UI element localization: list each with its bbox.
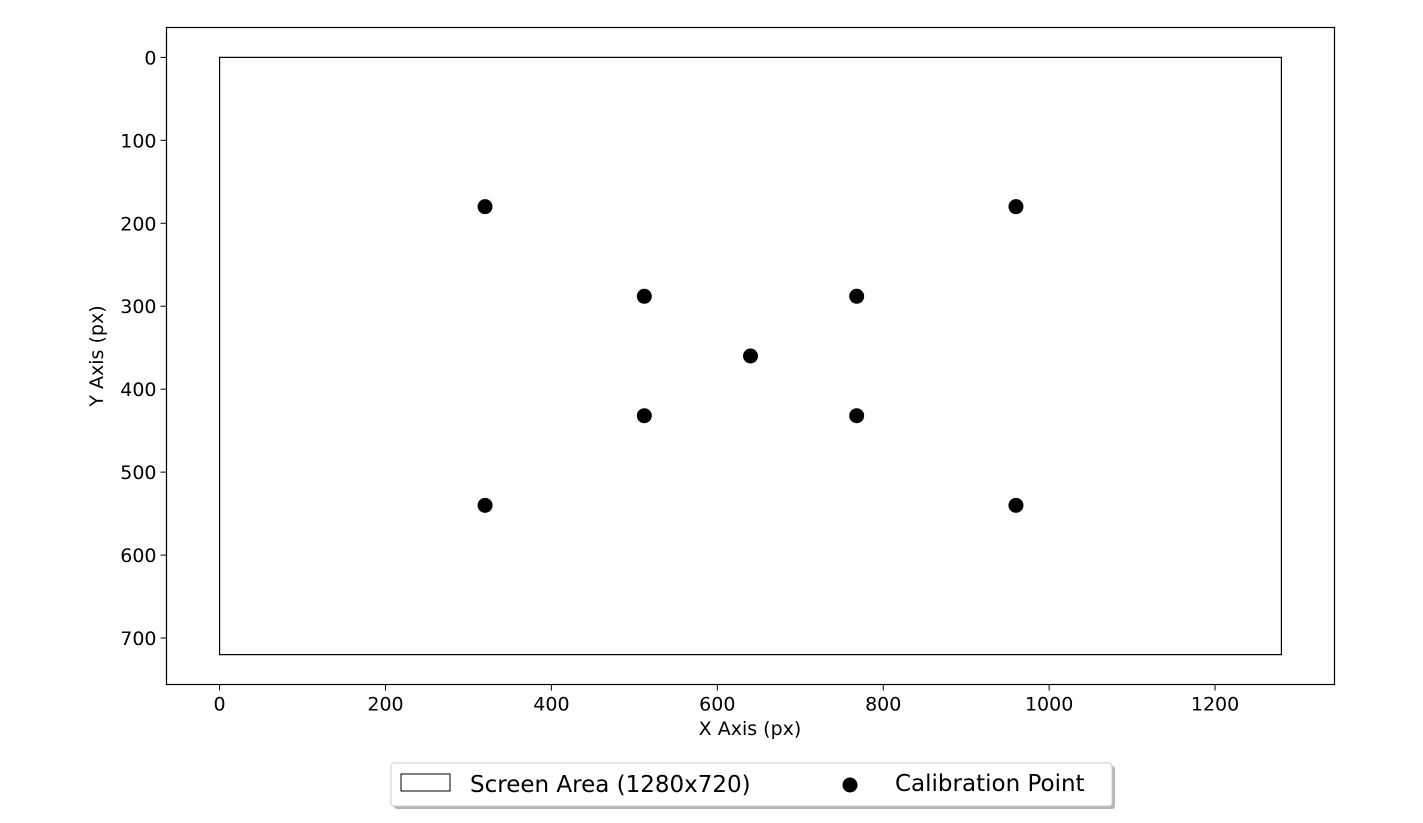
calibration-point (636, 288, 652, 304)
y-tick-label: 0 (144, 47, 156, 69)
plot-frame (165, 26, 1336, 686)
calibration-point (636, 408, 652, 424)
x-tick-label: 600 (699, 694, 735, 716)
calibration-point (849, 408, 865, 424)
x-tick-label: 400 (533, 694, 569, 716)
screen-area-rect (218, 56, 1283, 656)
x-tick-label: 800 (865, 694, 901, 716)
legend-swatch-screen-area (400, 773, 451, 792)
calibration-point (849, 288, 865, 304)
y-tick-label: 600 (120, 545, 156, 567)
calibration-point (477, 497, 493, 513)
x-tick-label: 200 (367, 694, 403, 716)
x-axis-label: X Axis (px) (699, 718, 802, 740)
y-axis-label: Y Axis (px) (86, 305, 108, 407)
calibration-point (1008, 199, 1024, 215)
y-tick-label: 300 (120, 296, 156, 318)
legend: Screen Area (1280x720) Calibration Point (390, 762, 1115, 809)
y-tick-label: 700 (120, 628, 156, 650)
calibration-point (743, 348, 758, 364)
x-tick-label: 1000 (1025, 694, 1073, 716)
calibration-point (1008, 497, 1024, 513)
x-tick-label: 0 (214, 694, 226, 716)
legend-label-screen-area: Screen Area (1280x720) (470, 772, 751, 798)
legend-marker-calibration-point (842, 777, 858, 793)
y-tick-label: 100 (120, 130, 156, 152)
calibration-point (477, 199, 493, 215)
y-tick-label: 200 (120, 213, 156, 235)
legend-box (390, 762, 1113, 807)
x-tick-label: 1200 (1191, 694, 1239, 716)
y-tick-label: 500 (120, 462, 156, 484)
y-tick-label: 400 (120, 379, 156, 401)
legend-label-calibration-point: Calibration Point (895, 771, 1085, 797)
